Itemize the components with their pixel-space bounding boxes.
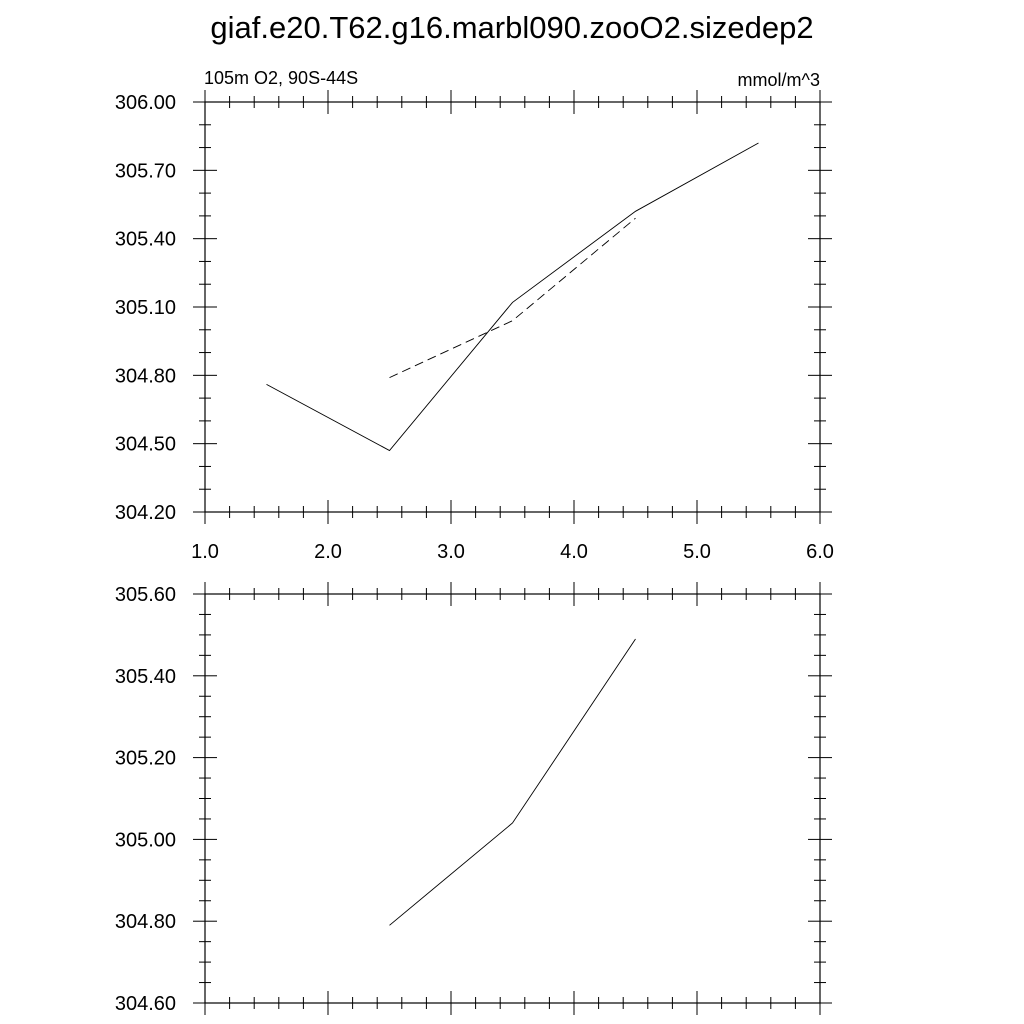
top-panel-axes: 1.0 2.0 3.0 4.0 5.0 6.0 304.20 304.50 304.80 305.… <box>115 90 834 563</box>
top-panel-x-tick-label: 5.0 <box>683 541 711 563</box>
top-panel-left-label: 105m O2, 90S-44S <box>204 68 358 88</box>
top-panel-series-line-1-solid <box>266 142 759 452</box>
top-panel: 105m O2, 90S-44S mmol/m^3 1.0 2.0 3.0 4.0 5.… <box>115 68 834 563</box>
bottom-panel-plot-area <box>389 638 636 926</box>
top-panel-series-line-2-dashed <box>389 217 636 379</box>
top-panel-x-tick-label: 1.0 <box>191 541 219 563</box>
bottom-panel-y-tick-label: 304.80 <box>115 911 176 933</box>
top-panel-x-tick-label: 3.0 <box>437 541 465 563</box>
top-panel-x-tick-label: 4.0 <box>560 541 588 563</box>
bottom-panel-series-line-1-solid <box>389 638 636 926</box>
top-panel-plot-area <box>266 142 759 452</box>
bottom-panel-axes: 304.60 304.80 305.00 305.20 305.40 305.60 <box>115 582 832 1015</box>
top-panel-y-tick-label: 305.10 <box>115 297 176 319</box>
top-panel-frame <box>204 101 821 513</box>
top-panel-units-label: mmol/m^3 <box>738 70 820 90</box>
top-panel-x-tick-label: 6.0 <box>806 541 834 563</box>
bottom-panel-y-tick-label: 305.20 <box>115 748 176 770</box>
top-panel-y-tick-label: 304.80 <box>115 365 176 387</box>
chart-title: giaf.e20.T62.g16.marbl090.zooO2.sizedep2 <box>210 10 813 45</box>
bottom-panel-y-tick-label: 304.60 <box>115 993 176 1015</box>
top-panel-y-tick-label: 305.40 <box>115 229 176 251</box>
bottom-panel-y-tick-label: 305.60 <box>115 584 176 606</box>
bottom-panel-y-tick-label: 305.40 <box>115 666 176 688</box>
bottom-panel: 304.60 304.80 305.00 305.20 305.40 305.60 <box>115 582 832 1015</box>
bottom-panel-y-tick-label: 305.00 <box>115 829 176 851</box>
top-panel-x-tick-label: 2.0 <box>314 541 342 563</box>
bottom-panel-frame <box>204 593 821 1004</box>
top-panel-y-tick-label: 306.00 <box>115 92 176 114</box>
top-panel-y-tick-label: 304.50 <box>115 434 176 456</box>
top-panel-y-tick-label: 305.70 <box>115 160 176 182</box>
top-panel-y-tick-label: 304.20 <box>115 502 176 524</box>
